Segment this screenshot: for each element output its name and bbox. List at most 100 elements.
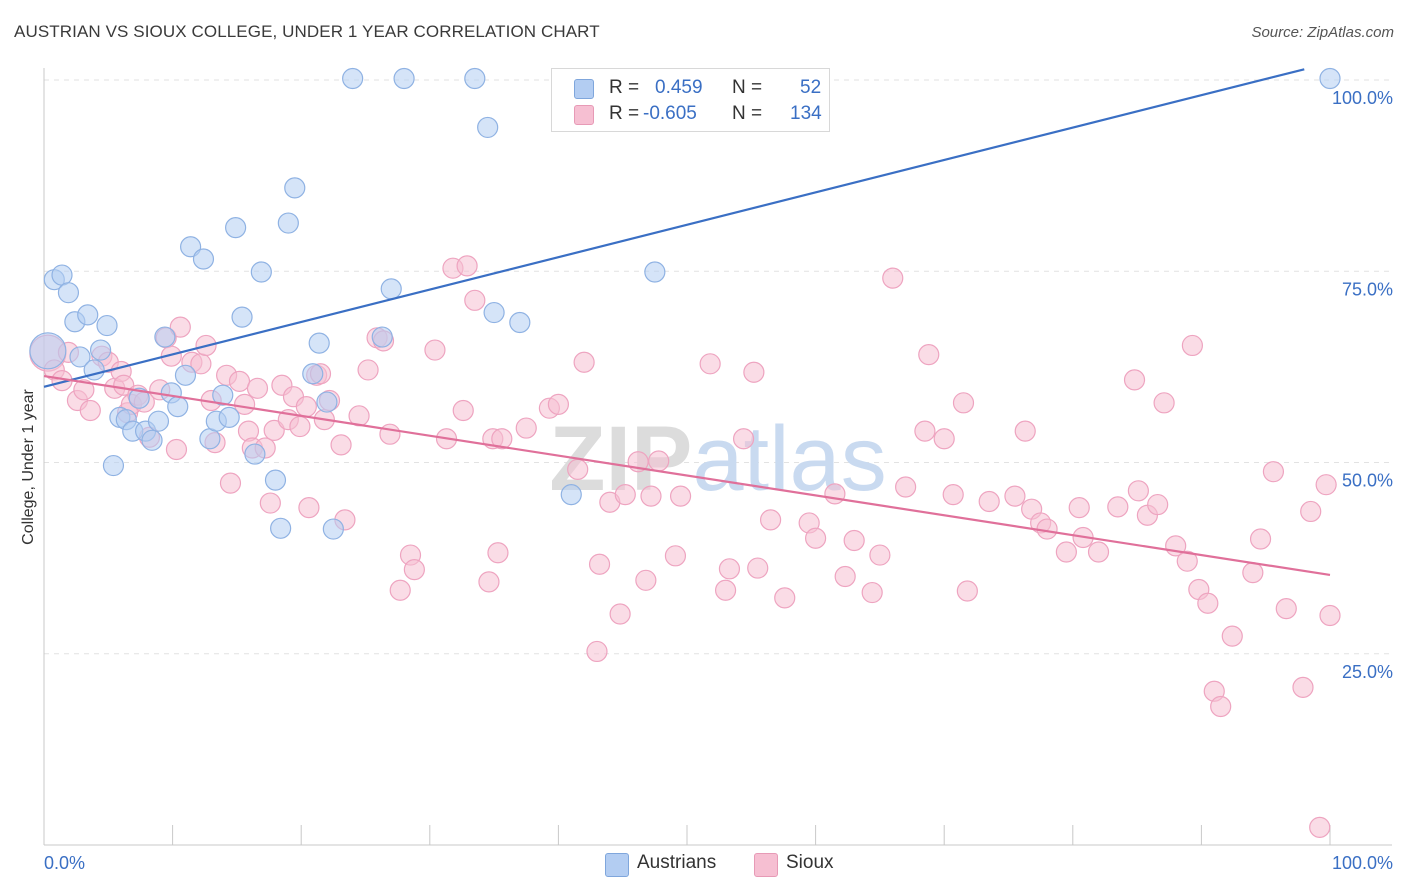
- austrians-point: [96, 314, 118, 337]
- austrians-point: [89, 339, 112, 361]
- sioux-point: [246, 377, 269, 399]
- sioux-r-value: -0.605: [643, 103, 697, 124]
- sioux-point: [357, 359, 379, 381]
- sioux-point: [169, 316, 191, 338]
- sioux-point: [640, 485, 662, 507]
- sioux-point: [73, 379, 95, 401]
- sioux-point: [824, 483, 846, 505]
- sioux-trend-line: [43, 374, 1331, 577]
- sioux-point: [79, 399, 101, 422]
- austrians-point: [644, 261, 666, 283]
- sioux-point: [263, 419, 285, 441]
- sioux-point: [718, 558, 741, 580]
- austrians-point: [1319, 67, 1341, 90]
- sioux-point: [804, 527, 827, 549]
- sioux-point: [843, 529, 865, 552]
- sioux-point: [1309, 816, 1331, 839]
- x-tick-label: 100.0%: [1332, 853, 1393, 873]
- sioux-point: [452, 399, 474, 422]
- sioux-point: [456, 255, 478, 277]
- sioux-point: [1210, 695, 1232, 718]
- axes: [43, 68, 1392, 846]
- y-tick-label: 25.0%: [1342, 662, 1393, 682]
- sioux-point: [664, 545, 687, 567]
- austrians-point: [322, 518, 344, 540]
- sioux-point: [234, 393, 256, 415]
- austrians-point: [264, 469, 287, 491]
- austrians-point: [380, 278, 402, 300]
- sioux-point: [547, 393, 570, 415]
- sioux-point: [914, 420, 936, 442]
- sioux-point: [699, 353, 721, 375]
- sioux-point: [942, 484, 964, 506]
- sioux-point: [732, 428, 755, 450]
- austrians-point: [212, 384, 234, 406]
- sioux-point: [228, 370, 251, 393]
- sioux-point: [978, 490, 1000, 513]
- sioux-point: [1176, 550, 1198, 572]
- austrians-point: [244, 443, 266, 465]
- sioux-point: [743, 361, 765, 383]
- sioux-point: [1107, 496, 1129, 518]
- sioux-point: [1242, 562, 1264, 584]
- sioux-n-value: 134: [790, 103, 822, 124]
- sioux-point: [1014, 420, 1036, 442]
- source-label: Source: ZipAtlas.com: [1251, 24, 1394, 41]
- austrians-point: [464, 67, 486, 90]
- sioux-point: [330, 434, 352, 456]
- austrians-point: [51, 264, 73, 286]
- austrians-point: [141, 429, 163, 451]
- sioux-point: [1004, 485, 1026, 507]
- sioux-point: [714, 579, 737, 601]
- sioux-point: [1055, 541, 1077, 563]
- austrians-point: [174, 364, 197, 386]
- austrians-point: [316, 391, 338, 413]
- austrians-point: [192, 248, 215, 270]
- austrians-point: [560, 484, 582, 506]
- y-axis-label: College, Under 1 year: [20, 389, 37, 545]
- y-tick-label: 50.0%: [1342, 471, 1393, 491]
- sioux-point: [861, 581, 883, 604]
- sioux-point: [464, 289, 486, 311]
- austrians-point: [308, 332, 330, 354]
- austrians-trend-line: [43, 68, 1305, 388]
- sioux-point: [918, 344, 940, 366]
- sioux-point: [1300, 500, 1322, 523]
- tick-labels: 25.0% 50.0% 75.0% 100.0% 0.0% 100.0%: [44, 88, 1393, 873]
- sioux-point: [956, 580, 978, 602]
- sioux-point: [165, 438, 188, 461]
- sioux-point: [1153, 392, 1175, 414]
- legend-n-label: N =: [732, 103, 763, 124]
- austrians-point: [57, 282, 80, 304]
- austrians-point: [342, 67, 364, 90]
- sioux-point: [586, 640, 608, 663]
- watermark-atlas: atlas: [692, 408, 886, 510]
- sioux-point: [219, 472, 242, 494]
- sioux-point: [1292, 676, 1314, 699]
- austrians-point: [483, 301, 505, 324]
- sioux-point: [1181, 334, 1203, 357]
- y-tick-label: 75.0%: [1342, 279, 1393, 299]
- legend-box: R = 0.459 N = 52 R = -0.605 N = 134: [551, 68, 830, 132]
- sioux-point: [895, 476, 917, 498]
- sioux-point: [379, 423, 401, 445]
- sioux-point: [747, 557, 769, 579]
- austrians-point: [509, 311, 531, 334]
- austrians-legend-label: Austrians: [637, 852, 717, 873]
- sioux-point: [1123, 369, 1146, 391]
- sioux-point: [882, 267, 904, 289]
- austrians-legend-swatch: [605, 853, 629, 877]
- austrians-point: [147, 410, 170, 432]
- sioux-point: [487, 542, 509, 564]
- chart-title: AUSTRIAN VS SIOUX COLLEGE, UNDER 1 YEAR …: [14, 22, 600, 41]
- sioux-points: [29, 255, 1341, 839]
- sioux-point: [648, 450, 670, 472]
- austrians-point: [69, 346, 91, 368]
- sioux-point: [478, 571, 500, 593]
- sioux-point: [298, 497, 320, 519]
- austrians-points: [29, 67, 1341, 540]
- austrians-point: [477, 116, 499, 139]
- sioux-point: [834, 565, 856, 588]
- legend-r-label: R =: [609, 77, 640, 98]
- austrians-point: [250, 261, 272, 283]
